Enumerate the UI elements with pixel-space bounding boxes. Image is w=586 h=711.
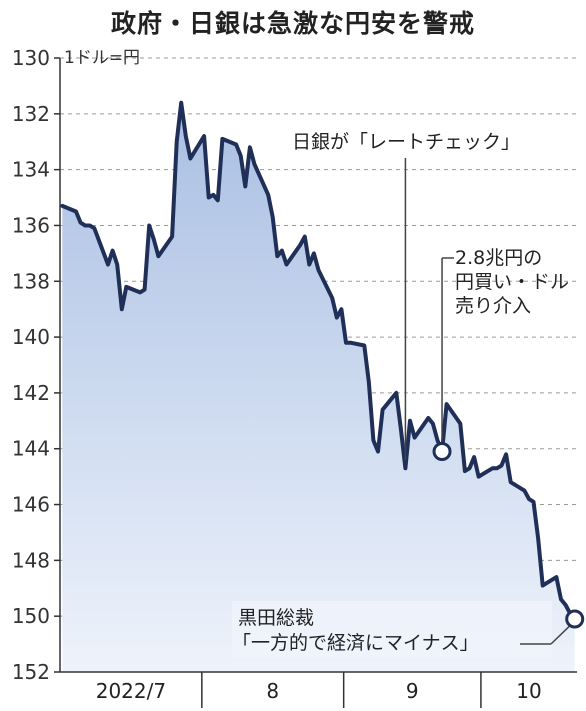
y-tick-label: 142 xyxy=(12,381,50,405)
y-tick-label: 130 xyxy=(12,46,50,70)
annotation-label: 売り介入 xyxy=(455,295,531,317)
annotation-marker xyxy=(432,442,452,462)
y-tick-label: 132 xyxy=(12,102,50,126)
y-tick-label: 152 xyxy=(12,660,50,684)
annotation-label: 円買い・ドル xyxy=(455,271,569,293)
annotation-label: 「一方的で経済にマイナス」 xyxy=(232,632,479,654)
annotation-label: 日銀が「レートチェック」 xyxy=(292,131,520,153)
y-tick-label: 140 xyxy=(12,325,50,349)
y-tick-label: 138 xyxy=(12,269,50,293)
area-fill xyxy=(62,102,575,672)
annotation-backdrop xyxy=(232,601,552,657)
y-tick-label: 146 xyxy=(12,493,50,517)
y-axis: 130 132 134 136 138 140 142 144 146 148 150 152 xyxy=(12,46,61,684)
unit-label: 1ドル=円 xyxy=(64,48,140,68)
y-tick-label: 136 xyxy=(12,213,50,237)
y-tick-label: 134 xyxy=(12,158,50,182)
y-tick-label: 144 xyxy=(12,437,50,461)
leader-line xyxy=(550,624,572,645)
annotation-marker xyxy=(565,609,585,629)
x-month-label: 10 xyxy=(516,679,541,703)
x-axis: 2022/7 8 9 10 xyxy=(60,671,577,708)
y-tick-label: 148 xyxy=(12,548,50,572)
y-tick-label: 150 xyxy=(12,604,50,628)
annotation-label: 2.8兆円の xyxy=(455,247,542,269)
annotation-label: 黒田総裁 xyxy=(238,607,314,629)
x-month-label: 8 xyxy=(266,679,279,703)
chart-title: 政府・日銀は急激な円安を警戒 xyxy=(110,9,475,38)
x-month-label: 2022/7 xyxy=(96,679,166,703)
annotations: 日銀が「レートチェック」 2.8兆円の円買い・ドル売り介入黒田総裁「一方的で経済に… xyxy=(232,131,585,657)
rate-line xyxy=(60,100,577,621)
x-month-label: 9 xyxy=(406,679,419,703)
